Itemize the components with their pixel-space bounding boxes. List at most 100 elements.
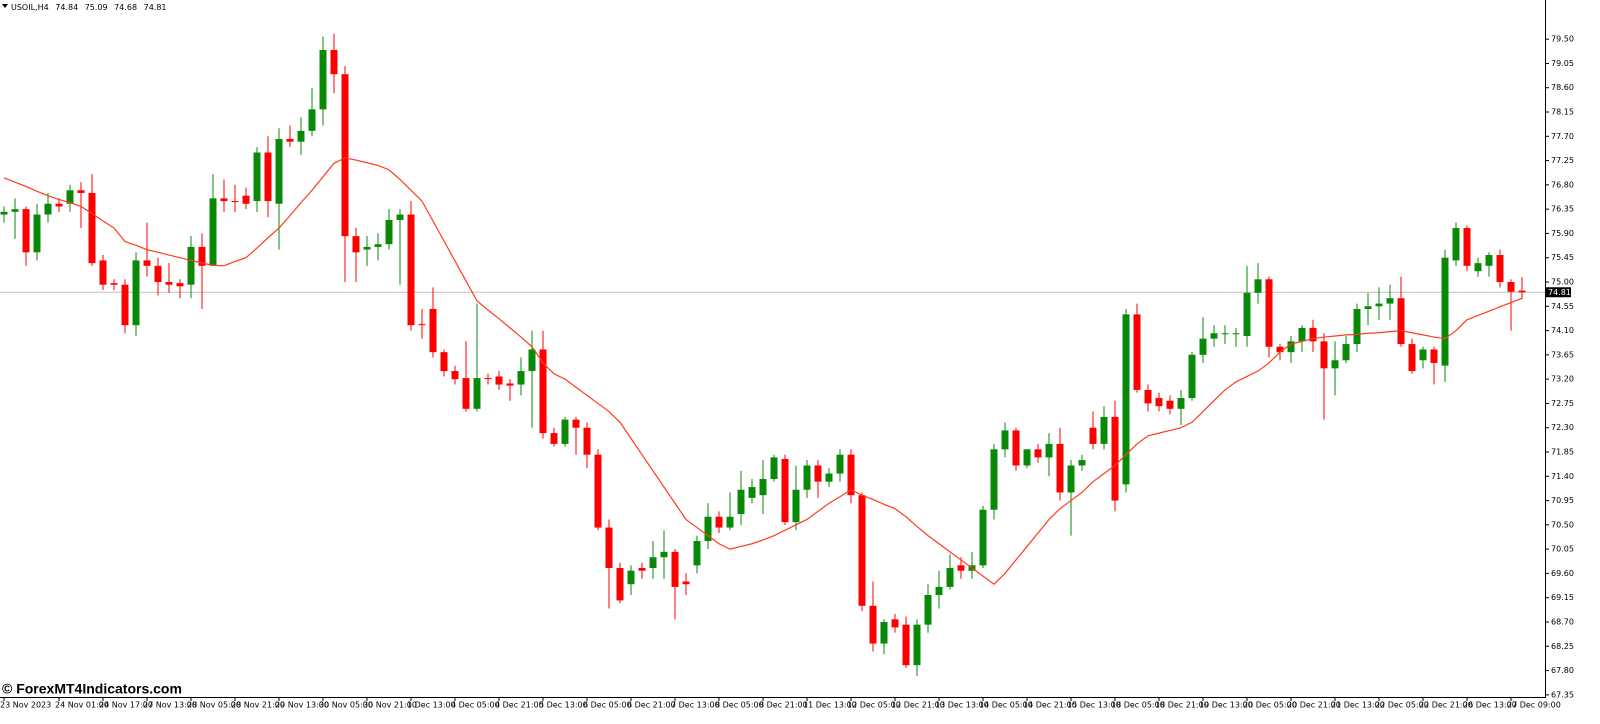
candle-body — [957, 565, 965, 571]
candle-body — [352, 236, 360, 253]
candle-body — [638, 568, 646, 571]
candle-body — [1177, 398, 1185, 409]
candle-body — [825, 473, 833, 482]
candle-body — [748, 487, 756, 498]
candle-body — [1496, 255, 1504, 283]
candle-body — [891, 619, 899, 628]
candle-body — [1386, 298, 1394, 304]
candle-body — [132, 260, 140, 326]
x-tick-label: 14 Dec 21:00 — [1023, 701, 1077, 710]
x-tick-label: 5 Dec 13:00 — [539, 701, 588, 710]
x-tick-label: 1 Dec 13:00 — [407, 701, 456, 710]
x-tick-label: 7 Dec 13:00 — [671, 701, 720, 710]
candle-body — [880, 621, 888, 644]
y-tick-label: 76.35 — [1551, 205, 1574, 214]
candle-body — [1056, 443, 1064, 493]
candle-body — [1507, 282, 1515, 292]
candle-body — [913, 624, 921, 666]
candle-body — [88, 192, 96, 264]
candle-body — [154, 265, 162, 283]
y-tick-label: 71.40 — [1551, 472, 1574, 481]
current-price-label: 74.81 — [1548, 288, 1571, 297]
candle-body — [1034, 449, 1042, 458]
x-tick-label: 11 Dec 13:00 — [803, 701, 857, 710]
candle-body — [1155, 398, 1163, 407]
candle-body — [363, 246, 371, 250]
candle-body — [1045, 443, 1053, 458]
candle-body — [858, 495, 866, 606]
candle-body — [1254, 279, 1262, 293]
x-tick-label: 14 Dec 05:00 — [979, 701, 1033, 710]
candle-body — [1397, 298, 1405, 345]
x-tick-label: 12 Dec 21:00 — [891, 701, 945, 710]
candle-body — [1485, 255, 1493, 266]
candle-body — [275, 138, 283, 204]
y-tick-label: 73.65 — [1551, 350, 1574, 359]
candle-body — [286, 138, 294, 142]
candle-body — [1243, 292, 1251, 336]
candle-body — [616, 568, 624, 601]
candle-body — [77, 190, 85, 193]
candle-body — [451, 371, 459, 380]
candle-body — [1221, 333, 1229, 335]
candle-body — [1100, 416, 1108, 444]
candle-body — [803, 465, 811, 490]
candle-body — [55, 203, 63, 207]
x-tick-label: 30 Nov 05:00 — [319, 701, 373, 710]
candle-body — [1023, 449, 1031, 466]
candle-body — [1419, 349, 1427, 361]
y-tick-label: 77.25 — [1551, 156, 1574, 165]
candle-body — [297, 130, 305, 142]
x-tick-label: 26 Dec 13:00 — [1463, 701, 1517, 710]
candle-body — [1166, 400, 1174, 409]
y-tick-label: 73.20 — [1551, 375, 1574, 384]
candle-body — [781, 459, 789, 523]
candle-body — [242, 195, 250, 204]
candle-body — [22, 209, 30, 253]
candle-body — [209, 198, 217, 266]
candle-body — [11, 209, 19, 212]
candle-body — [847, 454, 855, 496]
candle-body — [484, 378, 492, 380]
candle-body — [143, 260, 151, 266]
x-tick-label: 28 Nov 05:00 — [187, 701, 241, 710]
candle-body — [671, 551, 679, 587]
candle-body — [341, 74, 349, 237]
candle-body — [1331, 360, 1339, 369]
candle-body — [0, 211, 8, 215]
y-tick-label: 68.25 — [1551, 642, 1574, 651]
candle-body — [1463, 228, 1471, 266]
y-tick-label: 76.80 — [1551, 180, 1574, 189]
y-tick-label: 75.45 — [1551, 253, 1574, 262]
x-tick-label: 24 Nov 01:00 — [55, 701, 109, 710]
x-tick-label: 4 Dec 05:00 — [451, 701, 500, 710]
x-tick-label: 8 Dec 05:00 — [715, 701, 764, 710]
candle-body — [1067, 465, 1075, 493]
x-tick-label: 20 Dec 21:00 — [1287, 701, 1341, 710]
x-tick-label: 28 Nov 21:00 — [231, 701, 285, 710]
candle-body — [1276, 346, 1284, 353]
candle-body — [550, 433, 558, 444]
menu-triangle[interactable] — [2, 4, 8, 8]
candle-body — [1298, 327, 1306, 342]
last-close: 74.81 — [144, 3, 167, 12]
last-low: 74.68 — [114, 3, 137, 12]
y-tick-label: 70.50 — [1551, 520, 1574, 529]
candle-body — [176, 283, 184, 287]
candle-body — [649, 557, 657, 569]
candle-body — [660, 551, 668, 558]
candle-body — [418, 324, 426, 326]
candle-body — [759, 478, 767, 496]
candle-body — [1089, 427, 1097, 444]
candle-body — [1199, 338, 1207, 355]
y-tick-label: 67.35 — [1551, 690, 1574, 699]
candle-body — [990, 449, 998, 510]
candle-body — [1133, 314, 1141, 390]
last-high: 75.09 — [85, 3, 108, 12]
candle-body — [1474, 263, 1482, 272]
candle-body — [814, 465, 822, 482]
y-tick-label: 71.85 — [1551, 447, 1574, 456]
candle-body — [495, 376, 503, 385]
